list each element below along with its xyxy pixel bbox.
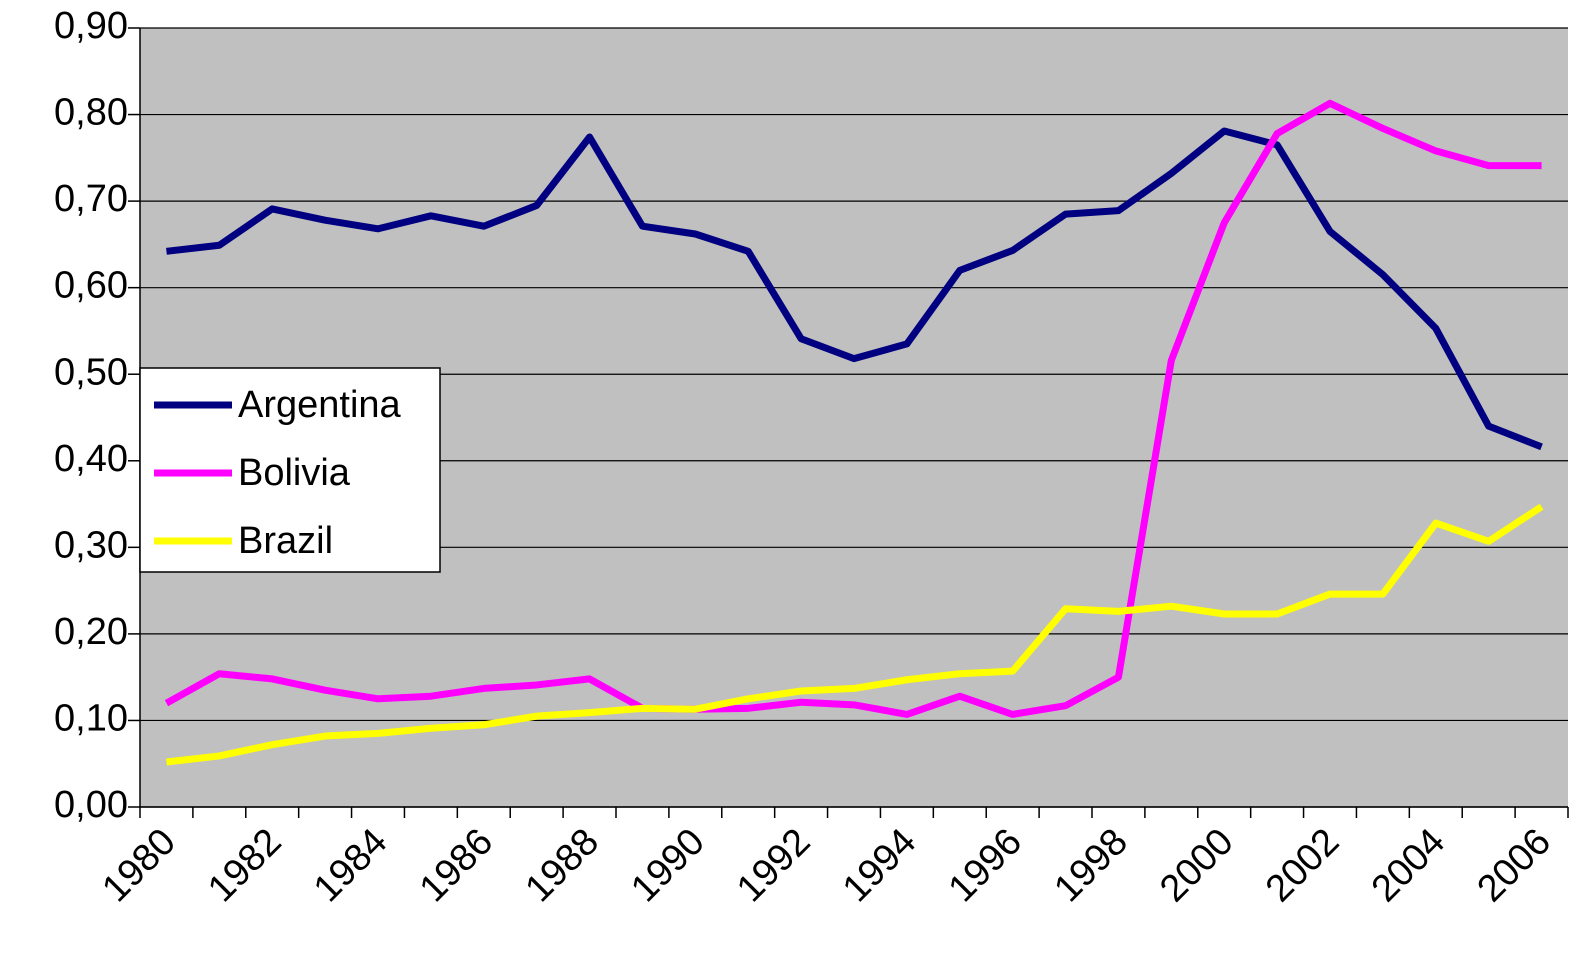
x-tick-label: 1982 [200,821,289,910]
y-tick-label: 0,00 [54,784,128,826]
x-tick-label: 1980 [94,821,183,910]
line-series [166,127,1543,451]
x-tick-label: 1990 [623,821,712,910]
y-tick-label: 0,60 [54,265,128,307]
y-tick-label: 0,40 [54,438,128,480]
y-tick-label: 0,90 [54,5,128,47]
x-tick-label: 1992 [729,821,818,910]
line-series [164,99,1542,718]
x-tick-label: 1986 [412,821,501,910]
line-series [166,503,1544,766]
y-tick-label: 0,80 [54,92,128,134]
y-tick-label: 0,50 [54,351,128,393]
x-tick-label: 1996 [941,821,1030,910]
y-tick-label: 0,70 [54,178,128,220]
x-tick-label: 1994 [835,821,924,910]
legend-label: Brazil [238,520,333,562]
x-tick-label: 2004 [1364,821,1453,910]
x-tick-label: 1984 [306,821,395,910]
y-tick-label: 0,10 [54,697,128,739]
x-tick-label: 1998 [1046,821,1135,910]
legend-label: Bolivia [238,452,351,494]
x-tick-label: 2002 [1258,821,1347,910]
legend-label: Argentina [238,384,402,426]
y-tick-label: 0,20 [54,611,128,653]
y-tick-label: 0,30 [54,524,128,566]
x-tick-label: 2006 [1470,821,1559,910]
x-tick-label: 2000 [1152,821,1241,910]
x-tick-label: 1988 [518,821,607,910]
